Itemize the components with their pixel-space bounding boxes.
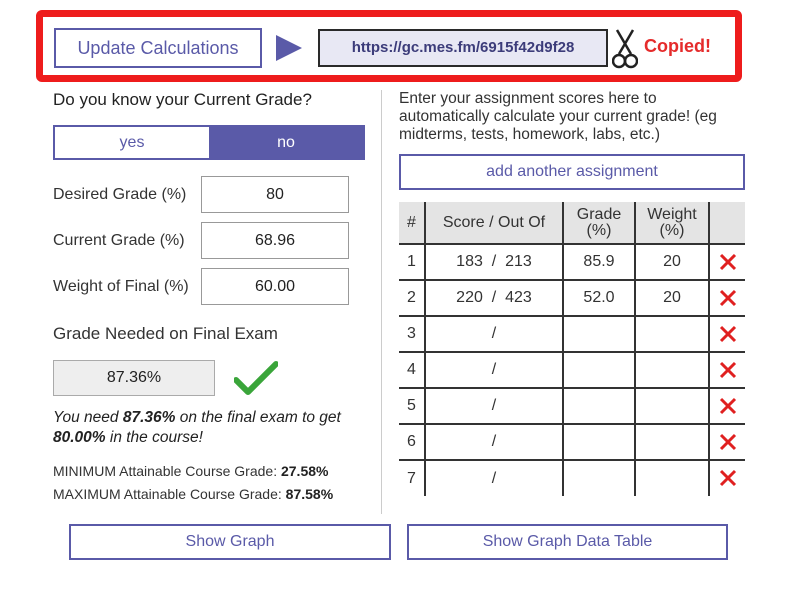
- row-number: 1: [399, 243, 425, 280]
- result-message: You need 87.36% on the final exam to get…: [53, 409, 341, 446]
- current-grade-toggle: yes no: [53, 125, 365, 160]
- current-grade-label: Current Grade (%): [53, 232, 185, 249]
- assignments-intro: Enter your assignment scores here to aut…: [399, 90, 717, 143]
- score-separator: /: [482, 325, 506, 342]
- col-delete-header: [708, 202, 745, 244]
- grade-cell: [562, 351, 635, 388]
- delete-icon[interactable]: [719, 361, 737, 379]
- weight-of-final-label: Weight of Final (%): [53, 278, 189, 295]
- score-separator: /: [482, 469, 506, 487]
- weight-of-final-input[interactable]: 60.00: [201, 268, 349, 305]
- delete-icon[interactable]: [719, 397, 737, 415]
- grade-cell: [562, 315, 635, 352]
- weight-input[interactable]: [634, 459, 709, 496]
- grade-cell: [562, 459, 635, 496]
- weight-input[interactable]: [634, 315, 709, 352]
- toggle-no-button[interactable]: no: [209, 127, 363, 158]
- score-cell[interactable]: 220 / 423: [424, 279, 563, 316]
- delete-icon[interactable]: [719, 469, 737, 487]
- grade-cell: 85.9: [562, 243, 635, 280]
- delete-cell: [708, 459, 745, 496]
- delete-cell: [708, 243, 745, 280]
- share-highlight-frame: [36, 10, 742, 82]
- checkmark-icon: [234, 361, 278, 395]
- score-cell[interactable]: /: [424, 423, 563, 460]
- table-row: 5 /: [399, 387, 745, 424]
- delete-cell: [708, 279, 745, 316]
- table-header-row: # Score / Out Of Grade (%) Weight (%): [399, 202, 745, 244]
- grade-needed-title: Grade Needed on Final Exam: [53, 324, 278, 343]
- table-row: 6 /: [399, 423, 745, 460]
- delete-icon[interactable]: [719, 289, 737, 307]
- minimum-attainable-grade: MINIMUM Attainable Course Grade: 27.58%: [53, 463, 329, 479]
- score-cell[interactable]: /: [424, 459, 563, 496]
- col-number-header: #: [399, 202, 425, 244]
- share-url-field[interactable]: https://gc.mes.fm/6915f42d9f28: [318, 29, 608, 67]
- score-input[interactable]: 183: [456, 253, 483, 270]
- desired-grade-label: Desired Grade (%): [53, 186, 187, 203]
- table-row: 4 /: [399, 351, 745, 388]
- weight-input[interactable]: 20: [634, 243, 709, 280]
- show-graph-data-table-button[interactable]: Show Graph Data Table: [407, 524, 728, 560]
- delete-icon[interactable]: [719, 325, 737, 343]
- table-row: 2 220 / 423 52.0 20: [399, 279, 745, 316]
- grade-cell: [562, 423, 635, 460]
- score-cell[interactable]: /: [424, 315, 563, 352]
- maximum-attainable-grade: MAXIMUM Attainable Course Grade: 87.58%: [53, 486, 334, 502]
- toggle-yes-button[interactable]: yes: [55, 127, 209, 158]
- scissors-icon[interactable]: [612, 28, 638, 70]
- play-arrow-icon: [276, 35, 302, 61]
- col-score-header: Score / Out Of: [424, 202, 563, 244]
- show-graph-button[interactable]: Show Graph: [69, 524, 391, 560]
- out-of-input[interactable]: 423: [505, 289, 532, 306]
- score-input[interactable]: 220: [456, 289, 483, 306]
- grade-needed-value: 87.36%: [53, 360, 215, 396]
- update-calculations-button[interactable]: Update Calculations: [54, 28, 262, 68]
- score-separator: /: [482, 397, 506, 414]
- table-row: 7 /: [399, 459, 745, 496]
- delete-icon[interactable]: [719, 433, 737, 451]
- score-separator: /: [482, 433, 506, 450]
- out-of-input[interactable]: 213: [505, 253, 532, 270]
- delete-icon[interactable]: [719, 253, 737, 271]
- score-separator: /: [482, 289, 506, 306]
- col-weight-header: Weight (%): [634, 202, 709, 244]
- grade-cell: 52.0: [562, 279, 635, 316]
- row-number: 2: [399, 279, 425, 316]
- score-cell[interactable]: 183 / 213: [424, 243, 563, 280]
- weight-input[interactable]: [634, 423, 709, 460]
- current-grade-input[interactable]: 68.96: [201, 222, 349, 259]
- delete-cell: [708, 315, 745, 352]
- row-number: 7: [399, 459, 425, 496]
- table-row: 1 183 / 213 85.9 20: [399, 243, 745, 280]
- row-number: 6: [399, 423, 425, 460]
- add-assignment-button[interactable]: add another assignment: [399, 154, 745, 190]
- column-divider: [381, 90, 382, 514]
- weight-input[interactable]: 20: [634, 279, 709, 316]
- score-cell[interactable]: /: [424, 351, 563, 388]
- delete-cell: [708, 351, 745, 388]
- row-number: 3: [399, 315, 425, 352]
- score-separator: /: [482, 361, 506, 378]
- score-cell[interactable]: /: [424, 387, 563, 424]
- weight-input[interactable]: [634, 351, 709, 388]
- desired-grade-input[interactable]: 80: [201, 176, 349, 213]
- row-number: 4: [399, 351, 425, 388]
- weight-input[interactable]: [634, 387, 709, 424]
- grade-cell: [562, 387, 635, 424]
- current-grade-question: Do you know your Current Grade?: [53, 90, 312, 109]
- col-grade-header: Grade (%): [562, 202, 635, 244]
- score-separator: /: [482, 253, 506, 270]
- copied-status: Copied!: [644, 36, 711, 56]
- row-number: 5: [399, 387, 425, 424]
- delete-cell: [708, 423, 745, 460]
- delete-cell: [708, 387, 745, 424]
- table-row: 3 /: [399, 315, 745, 352]
